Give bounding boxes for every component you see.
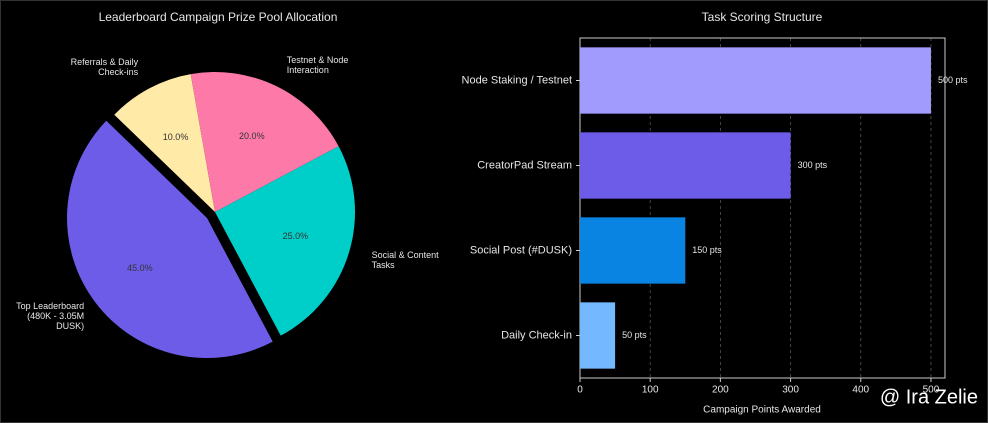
pie-slice bbox=[114, 74, 215, 212]
pie-slice bbox=[67, 120, 273, 359]
slice-label: Social & Content Tasks bbox=[371, 249, 439, 270]
slice-percent: 20.0% bbox=[239, 131, 265, 141]
pie-title: Leaderboard Campaign Prize Pool Allocati… bbox=[99, 10, 338, 24]
slice-label: Top Leaderboard (480K - 3.05M DUSK) bbox=[16, 300, 85, 331]
bar bbox=[580, 132, 791, 199]
x-tick-label: 200 bbox=[712, 385, 729, 396]
bar-title: Task Scoring Structure bbox=[702, 10, 823, 24]
x-tick-label: 500 bbox=[923, 385, 940, 396]
y-tick-label: Daily Check-in bbox=[501, 329, 572, 341]
value-label: 500 pts bbox=[938, 75, 968, 85]
y-tick-label: CreatorPad Stream bbox=[477, 159, 572, 171]
value-label: 300 pts bbox=[798, 160, 828, 170]
value-label: 50 pts bbox=[622, 330, 647, 340]
x-tick-label: 400 bbox=[852, 385, 869, 396]
y-tick-label: Node Staking / Testnet bbox=[462, 74, 572, 86]
x-tick-label: 0 bbox=[577, 385, 583, 396]
bar bbox=[580, 217, 686, 284]
x-axis-label: Campaign Points Awarded bbox=[703, 405, 821, 416]
plot-frame bbox=[579, 37, 946, 379]
x-tick-label: 300 bbox=[782, 385, 799, 396]
slice-percent: 45.0% bbox=[127, 263, 153, 273]
watermark: @ Ira Zelie bbox=[880, 386, 978, 408]
bar bbox=[580, 302, 616, 369]
pie-slice bbox=[190, 72, 339, 213]
slice-percent: 25.0% bbox=[283, 231, 309, 241]
pie-slice bbox=[215, 146, 355, 336]
x-tick-label: 100 bbox=[642, 385, 659, 396]
slice-percent: 10.0% bbox=[163, 132, 189, 142]
y-tick-label: Social Post (#DUSK) bbox=[470, 244, 572, 256]
slice-label: Testnet & Node Interaction bbox=[286, 54, 349, 75]
value-label: 150 pts bbox=[692, 245, 722, 255]
slice-label: Referrals & Daily Check-ins bbox=[70, 57, 139, 78]
bar bbox=[580, 47, 931, 114]
